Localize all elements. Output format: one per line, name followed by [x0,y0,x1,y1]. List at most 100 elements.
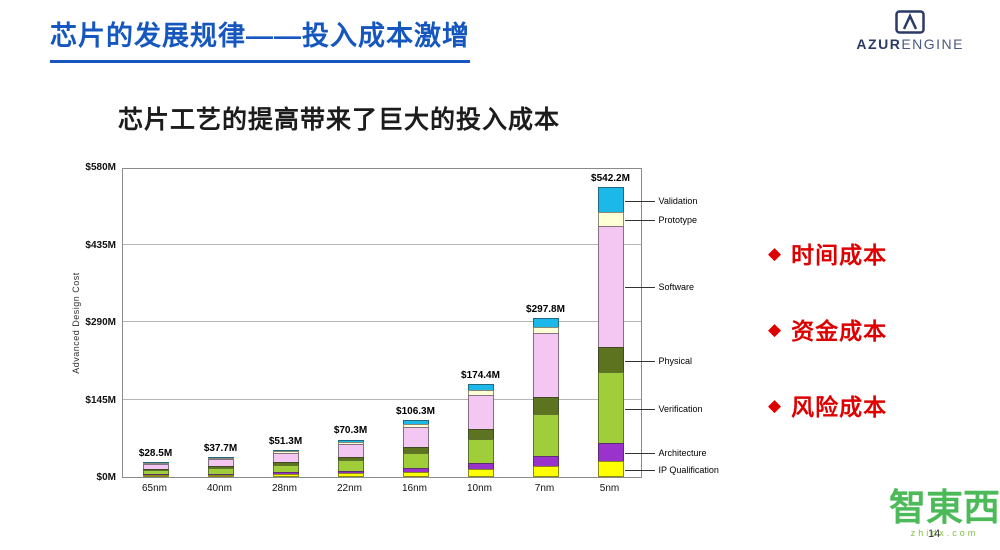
legend-item-physical: Physical [658,355,693,366]
bullet-label: 资金成本 [791,318,888,344]
legend-item-prototype: Prototype [658,214,698,225]
bar-segment-architecture [467,463,494,469]
gridline [123,398,641,400]
y-tick-label: $435M [85,239,116,251]
bar-segment-prototype [207,458,234,460]
bar-segment-architecture [532,455,559,466]
chart-heading: 芯片工艺的提高带来了巨大的投入成本 [118,106,561,134]
bar-segment-prototype [597,211,624,226]
bar-segment-verification [597,372,624,443]
bar-segment-physical [142,468,169,471]
watermark-text: 智東西 [889,486,1000,529]
legend-line-physical [624,360,655,362]
bar-segment-verification [272,465,299,473]
bar-segment-architecture [272,472,299,475]
bar-segment-validation [532,317,559,327]
bar-65nm [142,461,169,477]
bar-total-label: $28.5M [138,447,173,459]
gridline [123,321,641,322]
x-tick-label: 5nm [599,483,620,494]
bar-40nm [207,456,234,477]
bar-5nm [597,187,624,477]
legend-line-validation [624,200,655,202]
bullet-time-cost: ◆ 时间成本 [768,236,887,270]
bar-segment-software [402,427,429,448]
bar-segment-validation [337,439,364,443]
bar-28nm [272,449,299,477]
bullet-label: 风险成本 [791,394,888,420]
bar-total-label: $174.4M [461,369,500,381]
bar-segment-physical [207,466,234,469]
y-tick-label: $145M [85,394,116,406]
bar-segment-software [142,463,169,469]
bar-segment-software [532,333,559,398]
bar-segment-software [467,395,494,429]
y-tick-label: $580M [85,162,116,173]
bar-total-label: $37.7M [203,442,238,454]
diamond-icon: ◆ [768,395,782,415]
gridline [123,243,641,245]
bar-segment-verification [337,460,364,471]
bar-segment-prototype [142,462,169,464]
legend-line-prototype [624,219,655,221]
bar-segment-verification [467,438,494,464]
bar-segment-validation [402,420,429,425]
logo-secondary: ENGINE [901,36,964,52]
page-title: 芯片的发展规律——投入成本激增 [50,14,470,63]
bar-7nm [532,317,559,477]
bar-segment-ip-qualification [142,475,169,477]
bar-segment-ip-qualification [467,468,494,477]
bar-segment-architecture [207,473,234,475]
bar-segment-prototype [467,390,494,396]
bar-10nm [467,383,494,477]
bar-segment-physical [272,462,299,466]
bar-segment-ip-qualification [597,460,624,477]
bar-segment-ip-qualification [402,471,429,477]
bar-segment-ip-qualification [207,474,234,477]
bar-segment-physical [337,456,364,461]
design-cost-chart: Advanced Design Cost $28.5M $37.7M $51.3M $… [66,150,766,515]
x-tick-label: 65nm [141,483,167,494]
azurengine-logo: AZURENGINE [856,10,964,52]
bar-total-label: $70.3M [333,425,368,437]
bar-total-label: $297.8M [526,303,565,315]
bar-segment-software [272,452,299,463]
bar-segment-physical [402,447,429,453]
bar-segment-architecture [402,467,429,472]
x-tick-label: 22nm [336,483,362,494]
bar-segment-architecture [142,473,169,475]
bar-segment-validation [597,187,624,212]
legend-item-software: Software [658,282,695,293]
legend-line-software [624,287,655,289]
legend-item-architecture: Architecture [658,447,707,458]
bar-segment-physical [597,347,624,373]
bar-segment-physical [532,397,559,414]
bar-total-label: $542.2M [591,173,630,185]
legend-item-ip-qualification: IP Qualification [658,464,719,475]
legend-line-ip-qualification [624,469,655,471]
bar-segment-software [207,459,234,467]
plot-area: $28.5M $37.7M $51.3M $70.3M $106.3M $174.4M $2… [122,168,642,478]
azurengine-logo-text: AZURENGINE [856,36,964,52]
bar-segment-validation [467,383,494,391]
x-tick-label: 16nm [401,483,427,494]
bar-segment-validation [142,461,169,463]
bar-segment-prototype [272,451,299,453]
page-number: 14 [928,528,941,540]
x-tick-label: 28nm [271,483,297,494]
legend-line-architecture [624,452,655,454]
legend-item-validation: Validation [658,195,698,206]
bar-segment-architecture [597,442,624,461]
bar-segment-ip-qualification [337,473,364,477]
bar-segment-verification [532,413,559,456]
bar-segment-prototype [402,424,429,428]
bar-segment-architecture [337,470,364,474]
azurengine-logo-icon [895,10,925,34]
diamond-icon: ◆ [768,243,782,263]
legend-line-verification [624,408,655,410]
y-tick-label: $290M [85,317,116,328]
bar-segment-ip-qualification [532,465,559,477]
bullet-risk-cost: ◆ 风险成本 [768,388,887,422]
legend-item-verification: Verification [658,403,703,414]
